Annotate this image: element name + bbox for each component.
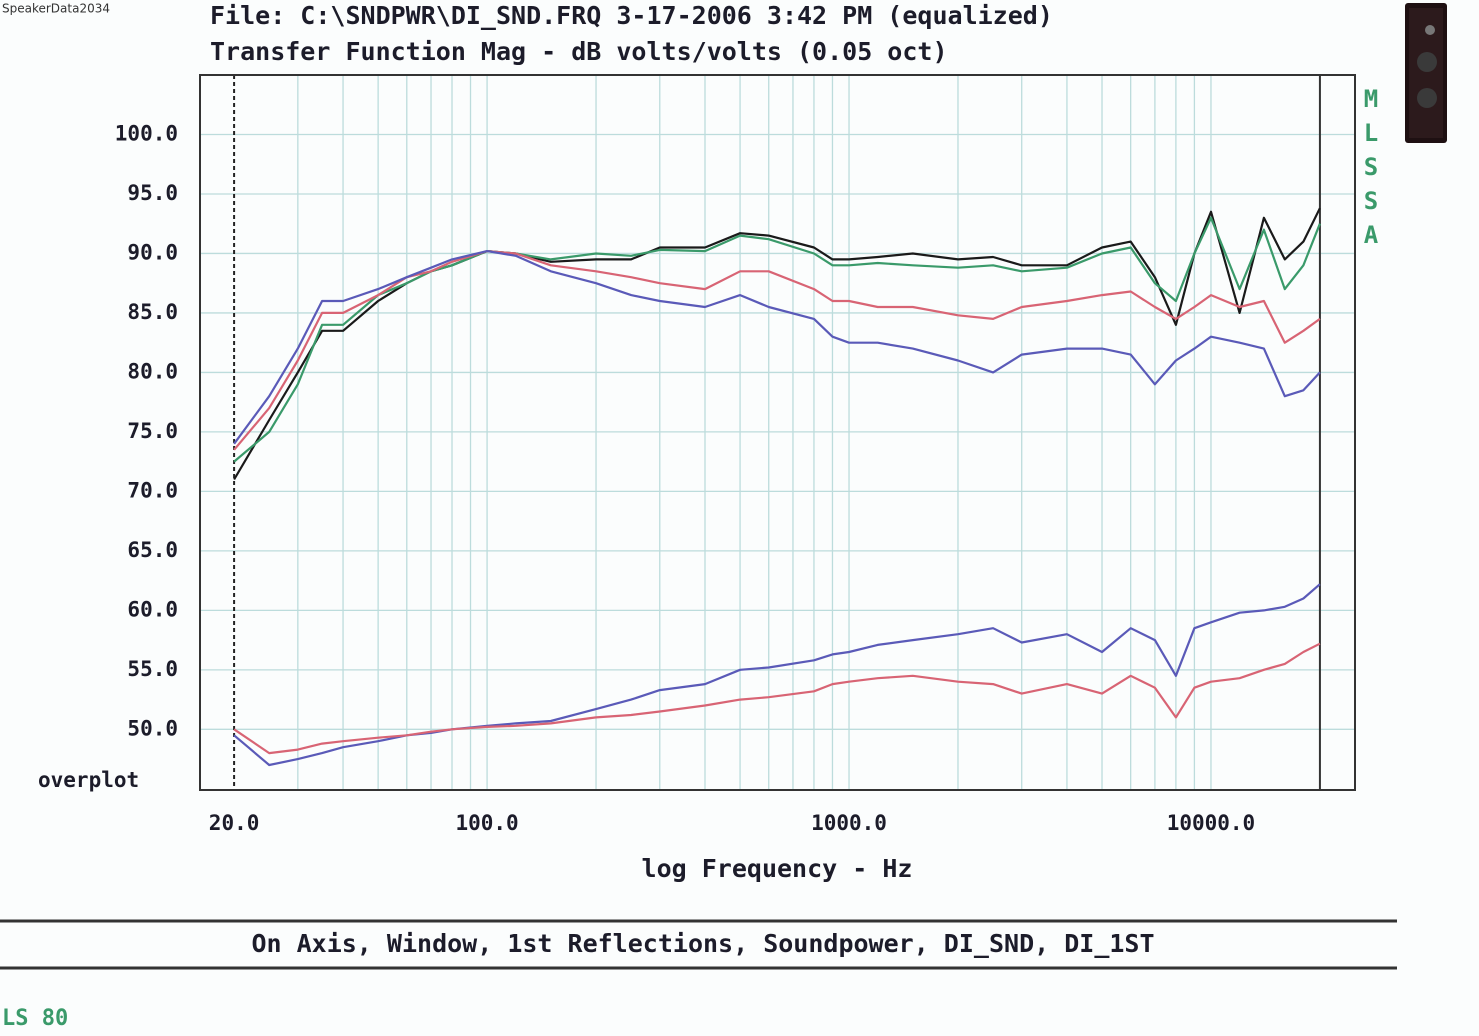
x-tick-label: 100.0: [455, 811, 518, 835]
y-tick-label: 70.0: [127, 478, 178, 502]
x-tick-label: 10000.0: [1167, 811, 1256, 835]
corner-label: overplot: [38, 768, 139, 792]
plot-frame: [199, 74, 1356, 791]
speaker-icon: [1405, 3, 1447, 143]
y-tick-label: 75.0: [127, 419, 178, 443]
y-tick-label: 50.0: [127, 716, 178, 740]
y-tick-label: 95.0: [127, 181, 178, 205]
series-line: [233, 216, 1321, 463]
plot-area: [200, 75, 1355, 790]
y-tick-label: 90.0: [127, 240, 178, 264]
y-tick-label: 60.0: [127, 597, 178, 621]
series-line: [233, 642, 1321, 755]
chart-title: File: C:\SNDPWR\DI_SND.FRQ 3-17-2006 3:4…: [210, 1, 1053, 30]
x-axis-label: log Frequency - Hz: [642, 854, 913, 883]
y-tick-label: 85.0: [127, 300, 178, 324]
x-tick-label: 20.0: [209, 811, 260, 835]
chart-subtitle: Transfer Function Mag - dB volts/volts (…: [210, 37, 948, 66]
y-tick-label: 100.0: [115, 121, 178, 145]
legend-caption: On Axis, Window, 1st Reflections, Soundp…: [251, 929, 1154, 958]
watermark: SpeakerData2034: [2, 2, 110, 16]
footer: LS 80: [2, 1006, 68, 1031]
side-label: MLSSA: [1357, 85, 1385, 255]
y-tick-label: 65.0: [127, 538, 178, 562]
y-tick-label: 80.0: [127, 359, 178, 383]
series-line: [233, 207, 1321, 481]
x-tick-label: 1000.0: [811, 811, 887, 835]
series-line: [233, 583, 1321, 767]
series-line: [233, 250, 1321, 445]
y-tick-label: 55.0: [127, 657, 178, 681]
